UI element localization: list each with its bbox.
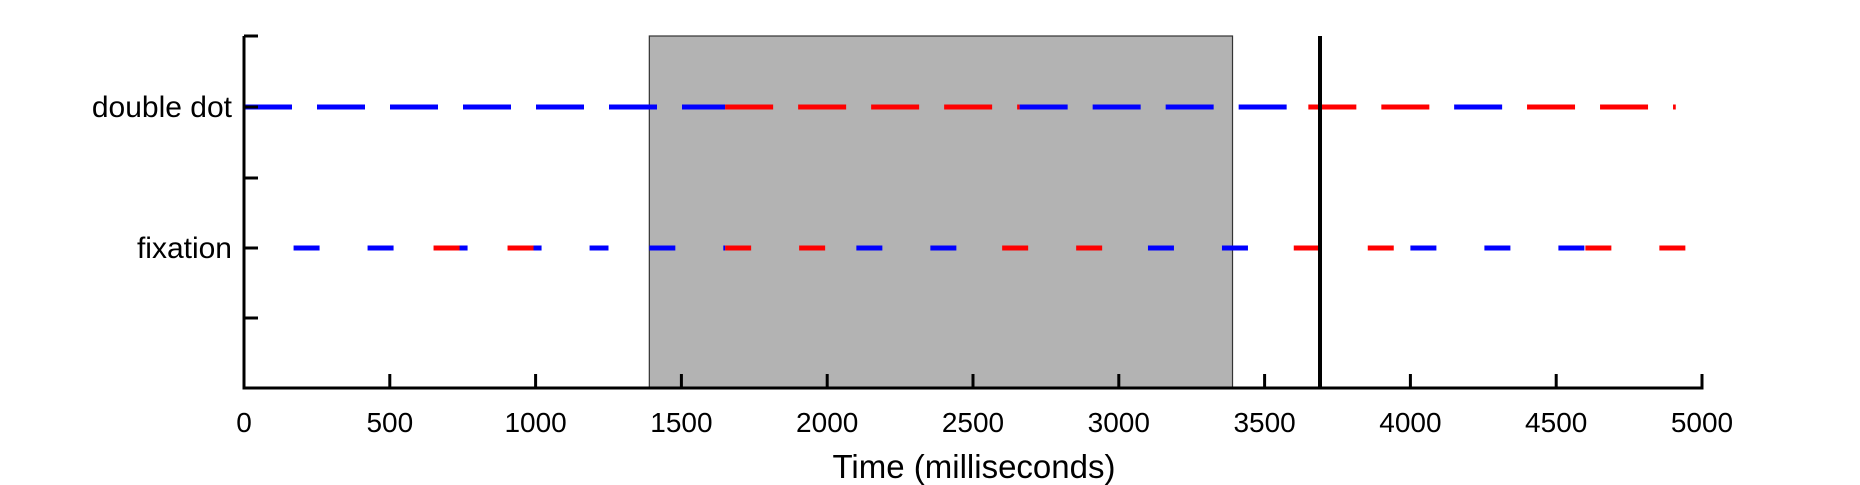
- shaded-region: [648, 35, 1234, 389]
- shaded-region-layer: [648, 35, 1234, 389]
- x-tick-label-1000: 1000: [504, 407, 566, 438]
- x-tick-label-0: 0: [236, 407, 252, 438]
- y-tick-label-0: double dot: [92, 91, 233, 124]
- x-axis-title: Time (milliseconds): [833, 448, 1116, 485]
- x-tick-label-5000: 5000: [1671, 407, 1733, 438]
- axis-layer: 0 500 1000 1500 2000 2500 3000 3500 4000 4500 5000…: [92, 34, 1733, 438]
- x-tick-label-2000: 2000: [796, 407, 858, 438]
- x-tick-label-4000: 4000: [1379, 407, 1441, 438]
- y-tick-label-1: fixation: [137, 232, 232, 265]
- series-layer: [244, 104, 1702, 251]
- x-tick-label-500: 500: [366, 407, 413, 438]
- x-tick-label-1500: 1500: [650, 407, 712, 438]
- x-tick-label-3500: 3500: [1233, 407, 1295, 438]
- x-tick-label-2500: 2500: [942, 407, 1004, 438]
- x-tick-label-3000: 3000: [1088, 407, 1150, 438]
- x-tick-label-4500: 4500: [1525, 407, 1587, 438]
